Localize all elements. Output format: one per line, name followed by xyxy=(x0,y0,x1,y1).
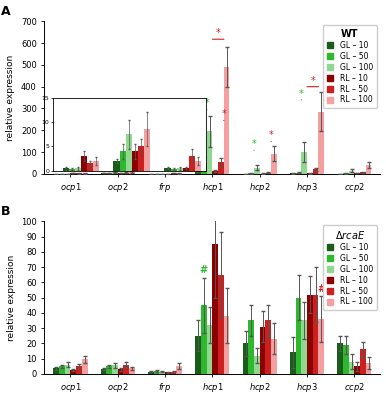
Legend: GL – 10, GL – 50, GL – 100, RL – 10, RL – 50, RL – 100: GL – 10, GL – 50, GL – 100, RL – 10, RL … xyxy=(323,225,377,310)
Bar xyxy=(343,345,349,374)
Bar xyxy=(165,372,171,374)
Bar xyxy=(176,366,182,374)
Bar xyxy=(249,173,254,174)
Bar xyxy=(154,371,159,374)
Bar xyxy=(366,363,371,374)
Text: *: * xyxy=(310,76,315,86)
Bar xyxy=(118,369,124,374)
Bar xyxy=(224,67,230,174)
Bar xyxy=(218,162,224,174)
Bar xyxy=(354,173,360,174)
Bar xyxy=(176,173,182,174)
Bar xyxy=(171,173,176,174)
Bar xyxy=(112,366,118,374)
Bar xyxy=(313,170,318,174)
Bar xyxy=(195,172,201,174)
Text: A: A xyxy=(1,5,10,18)
Bar xyxy=(290,352,296,374)
Bar xyxy=(212,171,218,174)
Bar xyxy=(82,173,88,174)
Bar xyxy=(107,173,112,174)
Bar xyxy=(65,365,71,374)
Bar xyxy=(124,173,129,174)
Bar xyxy=(307,294,313,374)
Bar xyxy=(107,366,112,374)
Bar xyxy=(159,372,165,374)
Bar xyxy=(195,336,201,374)
Bar xyxy=(296,298,301,374)
Bar xyxy=(266,173,271,174)
Bar xyxy=(360,172,366,174)
Bar xyxy=(101,173,107,174)
Bar xyxy=(53,368,59,374)
Bar xyxy=(366,165,371,174)
Bar xyxy=(224,316,230,374)
Bar xyxy=(301,320,307,374)
Bar xyxy=(318,112,324,174)
Bar xyxy=(112,172,118,174)
Bar xyxy=(124,365,129,374)
Bar xyxy=(360,350,366,374)
Text: *: * xyxy=(299,89,304,99)
Bar xyxy=(337,343,343,374)
Bar xyxy=(301,152,307,174)
Text: *: * xyxy=(205,98,209,108)
Bar xyxy=(266,320,271,374)
Bar xyxy=(318,319,324,374)
Text: *: * xyxy=(269,130,274,140)
Bar xyxy=(201,163,207,174)
Bar xyxy=(254,356,260,374)
Bar xyxy=(101,369,107,374)
Bar xyxy=(349,170,354,174)
Bar xyxy=(82,359,88,374)
Text: *: * xyxy=(252,139,256,149)
Bar xyxy=(212,244,218,374)
Bar xyxy=(171,372,176,374)
Text: B: B xyxy=(1,205,10,218)
Bar xyxy=(118,173,124,174)
Bar xyxy=(207,131,212,174)
Text: #: # xyxy=(200,266,208,276)
Bar xyxy=(296,173,301,174)
Text: *: * xyxy=(222,109,226,119)
Bar xyxy=(243,343,249,374)
Bar xyxy=(207,325,212,374)
Bar xyxy=(254,168,260,174)
Bar xyxy=(71,173,76,174)
Bar xyxy=(129,172,135,174)
Bar xyxy=(76,366,82,374)
Bar xyxy=(271,154,277,174)
Bar xyxy=(249,320,254,374)
Bar xyxy=(71,370,76,374)
Text: *: * xyxy=(216,28,220,38)
Y-axis label: relative expression: relative expression xyxy=(7,254,15,341)
Y-axis label: relative expression: relative expression xyxy=(7,54,15,141)
Bar xyxy=(271,339,277,374)
Bar xyxy=(148,372,154,374)
Bar xyxy=(59,366,65,374)
Bar xyxy=(313,294,318,374)
Bar xyxy=(354,366,360,374)
Bar xyxy=(218,275,224,374)
Bar xyxy=(260,326,266,374)
Bar xyxy=(201,305,207,374)
Bar xyxy=(349,362,354,374)
Bar xyxy=(129,368,135,374)
Legend: GL – 10, GL – 50, GL – 100, RL – 10, RL – 50, RL – 100: GL – 10, GL – 50, GL – 100, RL – 10, RL … xyxy=(323,25,377,108)
Text: #: # xyxy=(317,284,325,294)
Bar xyxy=(307,173,313,174)
